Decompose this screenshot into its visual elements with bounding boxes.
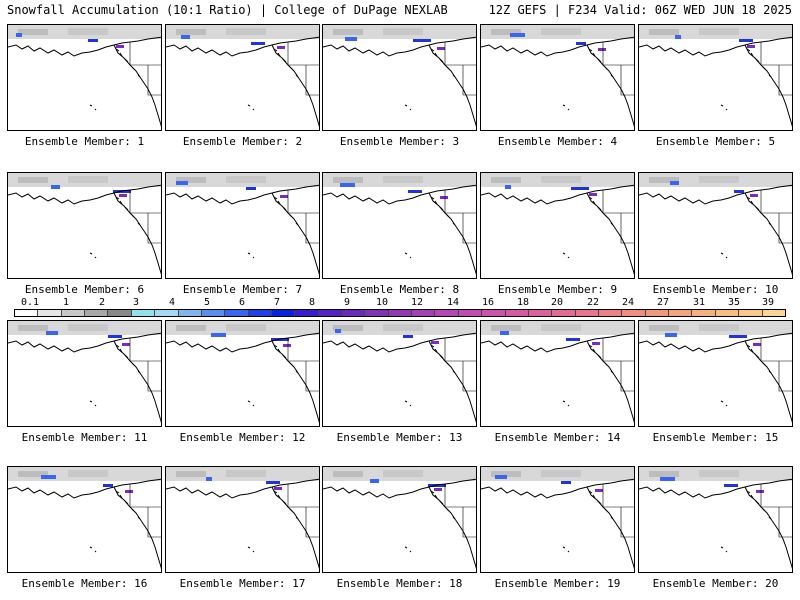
ensemble-map-panel bbox=[165, 172, 320, 279]
ensemble-map-panel bbox=[480, 466, 635, 573]
colorbar-tick-label: 16 bbox=[481, 297, 495, 308]
ensemble-map-panel bbox=[7, 24, 162, 131]
colorbar-segment bbox=[271, 310, 296, 316]
colorbar-segment bbox=[225, 310, 249, 316]
colorbar-segment bbox=[295, 310, 319, 316]
colorbar-tick-label: 5 bbox=[203, 297, 211, 308]
colorbar-tick-label: 20 bbox=[550, 297, 564, 308]
colorbar-tick-label: 3 bbox=[132, 297, 140, 308]
ensemble-member-label: Ensemble Member: 2 bbox=[182, 135, 303, 148]
colorbar-segment bbox=[645, 310, 670, 316]
ensemble-map-panel bbox=[480, 24, 635, 131]
colorbar-segment bbox=[528, 310, 553, 316]
colorbar-tick-label: 27 bbox=[656, 297, 670, 308]
ensemble-member-label: Ensemble Member: 11 bbox=[21, 431, 148, 444]
ensemble-map-panel bbox=[480, 320, 635, 427]
colorbar-segment bbox=[365, 310, 389, 316]
ensemble-map-panel bbox=[638, 466, 793, 573]
ensemble-member-label: Ensemble Member: 18 bbox=[336, 577, 463, 590]
ensemble-map-panel bbox=[165, 320, 320, 427]
colorbar-segment bbox=[575, 310, 599, 316]
colorbar-segment bbox=[318, 310, 343, 316]
ensemble-member-label: Ensemble Member: 10 bbox=[652, 283, 779, 296]
colorbar-tick-label: 31 bbox=[692, 297, 706, 308]
colorbar-segment bbox=[739, 310, 763, 316]
chart-title: Snowfall Accumulation (10:1 Ratio) | Col… bbox=[7, 3, 448, 17]
colorbar-tick-label: 14 bbox=[446, 297, 460, 308]
colorbar-segment bbox=[342, 310, 366, 316]
ensemble-member-label: Ensemble Member: 9 bbox=[497, 283, 618, 296]
ensemble-map-panel bbox=[638, 24, 793, 131]
colorbar-segment bbox=[715, 310, 740, 316]
ensemble-map-panel bbox=[480, 172, 635, 279]
ensemble-map-panel bbox=[7, 172, 162, 279]
colorbar-tick-label: 35 bbox=[727, 297, 741, 308]
ensemble-map-panel bbox=[165, 466, 320, 573]
ensemble-map-panel bbox=[7, 466, 162, 573]
colorbar-segment bbox=[388, 310, 413, 316]
colorbar-segment bbox=[38, 310, 62, 316]
ensemble-member-label: Ensemble Member: 17 bbox=[179, 577, 306, 590]
ensemble-member-label: Ensemble Member: 3 bbox=[339, 135, 460, 148]
colorbar-segment bbox=[435, 310, 459, 316]
colorbar-segment bbox=[178, 310, 202, 316]
colorbar-tick-label: 0.1 bbox=[20, 297, 40, 308]
colorbar-segment bbox=[598, 310, 623, 316]
ensemble-member-label: Ensemble Member: 7 bbox=[182, 283, 303, 296]
colorbar-tick-label: 18 bbox=[516, 297, 530, 308]
colorbar-tick-label: 9 bbox=[343, 297, 351, 308]
colorbar-tick-label: 7 bbox=[273, 297, 281, 308]
ensemble-map-panel bbox=[322, 466, 477, 573]
colorbar-segment bbox=[61, 310, 86, 316]
colorbar-tick-label: 22 bbox=[586, 297, 600, 308]
colorbar-segment bbox=[669, 310, 693, 316]
ensemble-map-panel bbox=[638, 172, 793, 279]
ensemble-map-panel bbox=[7, 320, 162, 427]
ensemble-member-label: Ensemble Member: 6 bbox=[24, 283, 145, 296]
ensemble-member-label: Ensemble Member: 13 bbox=[336, 431, 463, 444]
ensemble-member-label: Ensemble Member: 8 bbox=[339, 283, 460, 296]
colorbar-tick-label: 2 bbox=[98, 297, 106, 308]
colorbar-segment bbox=[248, 310, 272, 316]
ensemble-map-panel bbox=[638, 320, 793, 427]
colorbar-segment bbox=[692, 310, 716, 316]
ensemble-member-label: Ensemble Member: 14 bbox=[494, 431, 621, 444]
ensemble-member-label: Ensemble Member: 5 bbox=[655, 135, 776, 148]
colorbar-segment bbox=[412, 310, 436, 316]
model-run-info: 12Z GEFS | F234 Valid: 06Z WED JUN 18 20… bbox=[488, 3, 792, 17]
ensemble-map-panel bbox=[322, 320, 477, 427]
colorbar-tick-label: 8 bbox=[308, 297, 316, 308]
colorbar-segment bbox=[622, 310, 646, 316]
ensemble-member-label: Ensemble Member: 20 bbox=[652, 577, 779, 590]
colorbar-segment bbox=[201, 310, 226, 316]
ensemble-map-panel bbox=[322, 24, 477, 131]
colorbar-segment bbox=[552, 310, 576, 316]
colorbar-segment bbox=[458, 310, 483, 316]
colorbar-tick-label: 1 bbox=[62, 297, 70, 308]
colorbar-segment bbox=[15, 310, 39, 316]
colorbar-tick-label: 6 bbox=[238, 297, 246, 308]
ensemble-map-panel bbox=[165, 24, 320, 131]
colorbar-segment bbox=[85, 310, 109, 316]
colorbar-tick-label: 24 bbox=[621, 297, 635, 308]
ensemble-member-label: Ensemble Member: 16 bbox=[21, 577, 148, 590]
colorbar-segment bbox=[155, 310, 179, 316]
colorbar-tick-label: 10 bbox=[375, 297, 389, 308]
colorbar-tick-label: 12 bbox=[410, 297, 424, 308]
colorbar-segment bbox=[762, 310, 785, 316]
ensemble-member-label: Ensemble Member: 4 bbox=[497, 135, 618, 148]
ensemble-member-label: Ensemble Member: 19 bbox=[494, 577, 621, 590]
colorbar-segment bbox=[482, 310, 506, 316]
colorbar-tick-label: 39 bbox=[761, 297, 775, 308]
colorbar-tick-label: 4 bbox=[168, 297, 176, 308]
snowfall-colorbar bbox=[14, 309, 786, 317]
ensemble-member-label: Ensemble Member: 12 bbox=[179, 431, 306, 444]
colorbar-segment bbox=[505, 310, 529, 316]
ensemble-map-panel bbox=[322, 172, 477, 279]
ensemble-member-label: Ensemble Member: 15 bbox=[652, 431, 779, 444]
ensemble-member-label: Ensemble Member: 1 bbox=[24, 135, 145, 148]
colorbar-segment bbox=[108, 310, 132, 316]
colorbar-segment bbox=[131, 310, 156, 316]
